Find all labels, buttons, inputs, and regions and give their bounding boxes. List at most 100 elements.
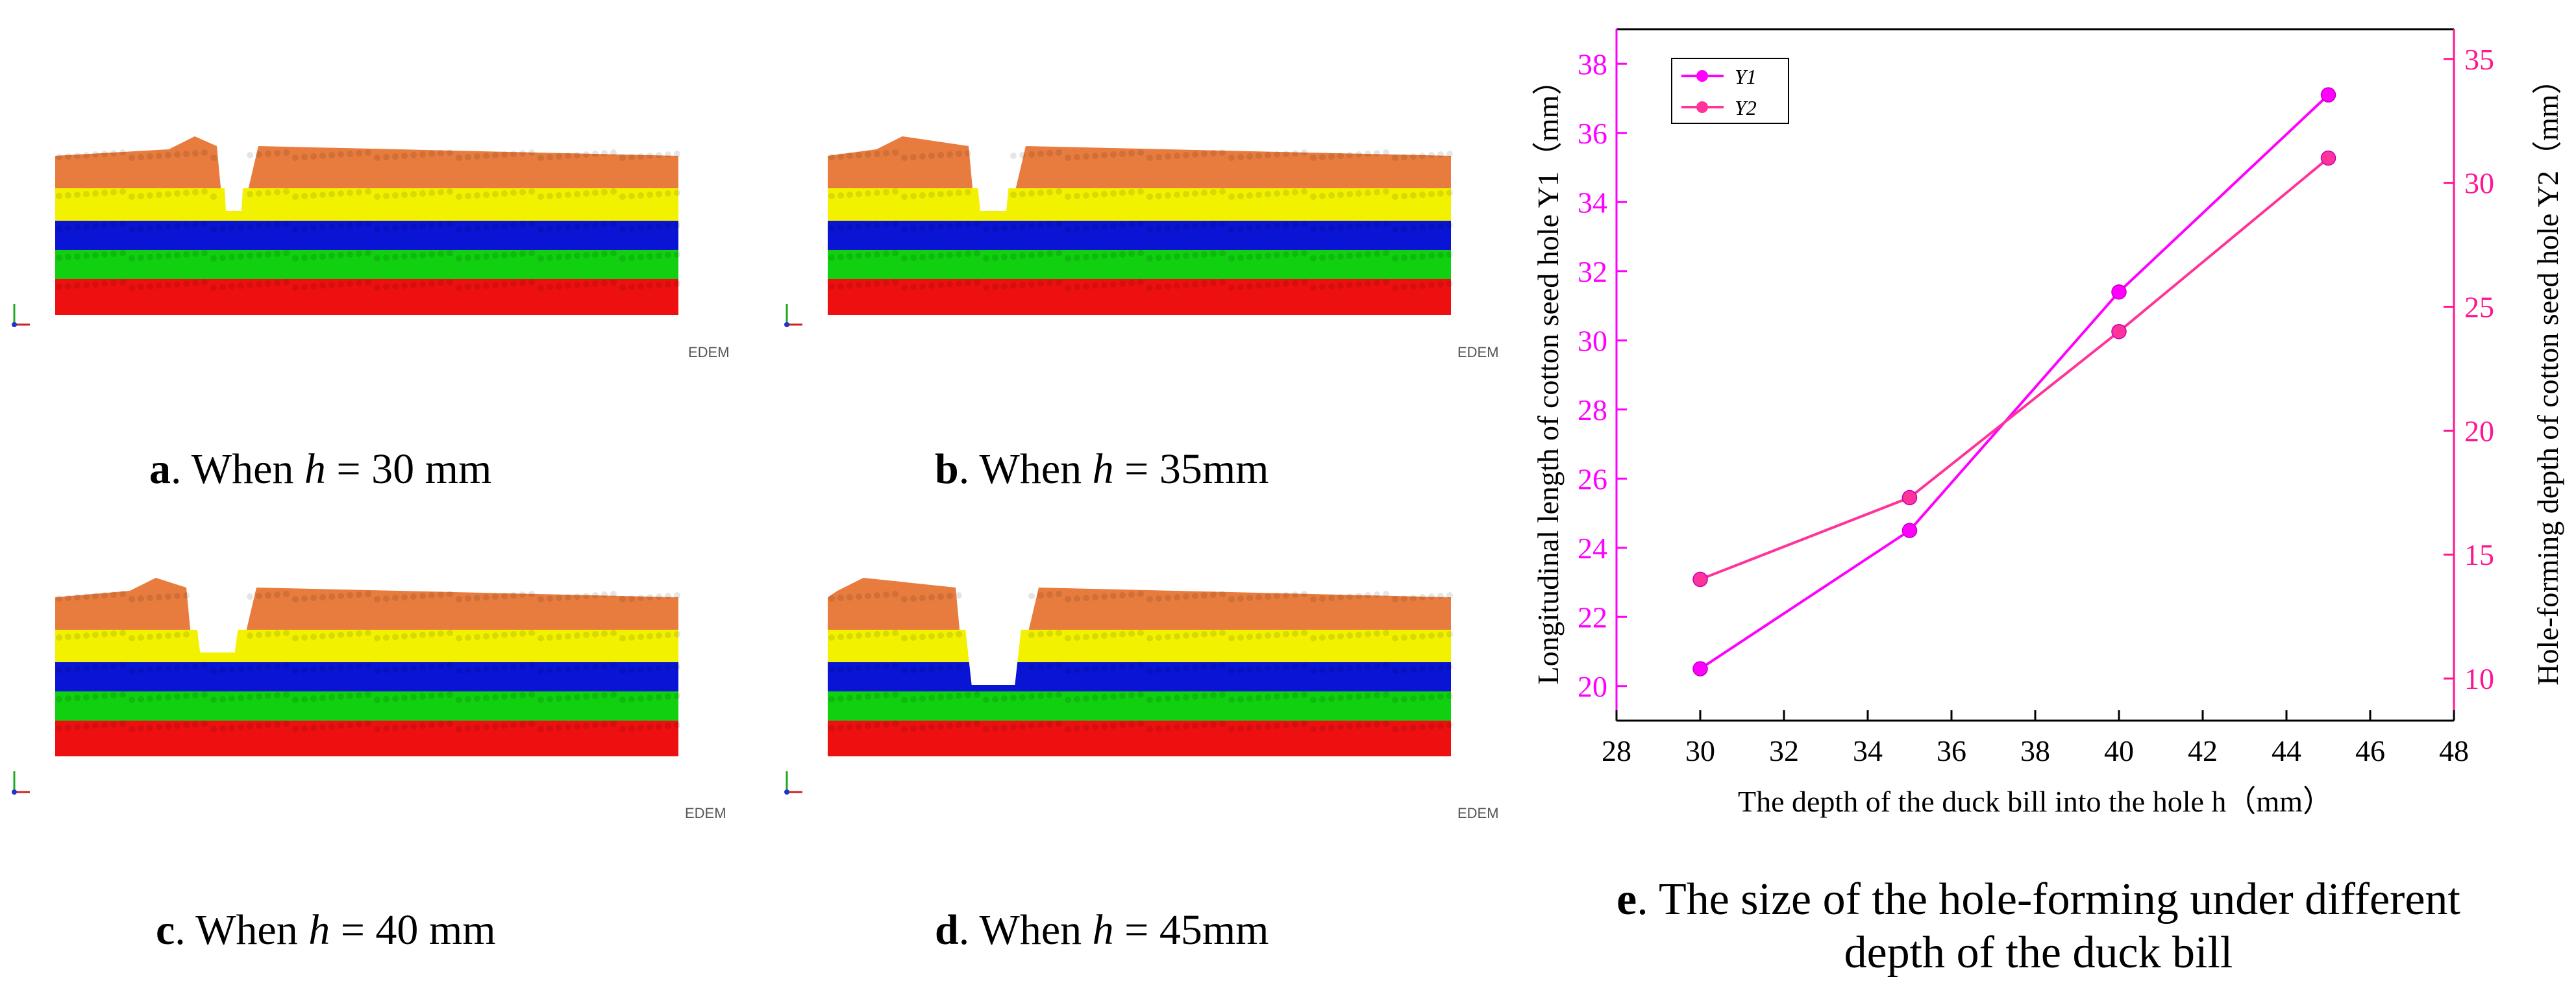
particle [465,696,471,702]
layer-stack-d [828,578,1453,756]
particle [565,224,571,230]
particle [1065,596,1071,602]
particle [647,594,653,601]
particle [1392,667,1398,674]
particle [1146,596,1153,602]
particle [1228,635,1235,641]
particle [474,283,480,290]
particle [865,632,871,638]
particle [883,189,889,195]
particle [483,224,489,230]
particle [1301,662,1307,669]
particle [1310,667,1317,674]
particle [628,634,635,641]
particle [292,193,299,200]
simulation-panel-d: EDEM [773,552,1519,825]
particle [1201,280,1208,287]
particle [483,153,489,159]
particle [538,697,544,703]
particle [438,663,444,669]
particle [965,251,971,257]
particle [1437,190,1444,197]
particle [928,724,935,730]
particle [1083,153,1089,160]
particle [156,224,162,230]
data-point-Y2 [1901,490,1918,506]
particle [928,594,935,601]
particle [910,696,917,702]
particle [328,665,335,671]
particle [556,695,562,702]
particle [910,154,917,160]
particle [619,255,626,262]
particle [1046,663,1053,669]
y-right-tick-label: 30 [2464,167,2494,200]
particle [1074,254,1080,261]
particle [956,222,962,229]
particle [1365,592,1371,599]
particle [1256,253,1262,260]
particle [156,665,162,672]
particle [1010,724,1017,730]
particle [610,691,617,698]
particle [1092,153,1098,159]
particle [456,667,462,674]
particle [338,151,344,158]
particle [310,225,317,231]
particle [483,253,489,260]
particle [592,693,599,699]
particle [538,284,544,291]
particle [528,279,535,286]
particle [1374,251,1380,257]
particle [1383,691,1389,698]
soil-layer-4 [55,250,678,282]
particle [828,634,835,641]
particle [474,254,480,260]
particle [547,154,553,160]
particle [1228,226,1235,232]
particle [574,632,580,639]
particle [619,284,626,291]
data-point-Y1 [1901,523,1918,538]
particle [856,253,862,259]
y-left-tick-label: 28 [1578,393,1607,427]
particle [1237,696,1244,702]
particle [974,221,980,227]
particle [419,281,426,288]
particle [1092,594,1098,601]
particle [1119,280,1126,287]
particle [592,592,599,599]
particle [456,726,462,732]
particle [56,725,62,732]
particle [1356,151,1362,158]
caption-c: c. When h = 40 mm [156,906,496,954]
particle [1028,252,1035,258]
particle [1083,725,1089,731]
particle [129,255,135,262]
particle [565,665,571,672]
particle [401,224,408,230]
particle [1337,594,1344,601]
soil-layer-1 [828,578,1451,643]
particle [901,596,908,602]
particle [192,721,199,728]
particle [574,723,580,730]
particle [1219,721,1226,727]
particle [383,667,390,673]
particle [201,279,208,286]
particle [428,693,435,699]
particle [674,663,680,670]
particle [301,225,308,232]
particle [174,190,180,197]
particle [101,151,108,157]
particle [1301,630,1307,636]
particle [1119,151,1126,157]
particle [901,155,908,161]
particle [1128,150,1135,156]
particle [638,695,644,702]
particle [647,695,653,701]
particle [1028,190,1035,197]
particle [1165,634,1171,640]
particle [1374,280,1380,286]
particle [56,225,62,232]
